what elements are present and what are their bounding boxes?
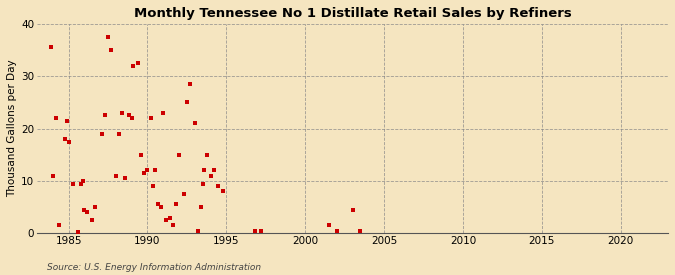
Point xyxy=(164,215,175,220)
Point xyxy=(97,132,107,136)
Point xyxy=(142,168,153,173)
Point xyxy=(111,174,122,178)
Point xyxy=(158,111,169,115)
Point xyxy=(46,45,57,50)
Point xyxy=(213,184,224,188)
Point xyxy=(126,116,137,120)
Point xyxy=(136,153,146,157)
Point xyxy=(113,132,124,136)
Text: Source: U.S. Energy Information Administration: Source: U.S. Energy Information Administ… xyxy=(47,263,261,272)
Point xyxy=(87,218,98,222)
Point xyxy=(51,116,61,120)
Point xyxy=(196,205,207,209)
Point xyxy=(79,208,90,212)
Point xyxy=(185,82,196,86)
Point xyxy=(76,181,86,186)
Point xyxy=(63,139,74,144)
Point xyxy=(182,100,192,104)
Title: Monthly Tennessee No 1 Distillate Retail Sales by Refiners: Monthly Tennessee No 1 Distillate Retail… xyxy=(134,7,572,20)
Y-axis label: Thousand Gallons per Day: Thousand Gallons per Day xyxy=(7,60,17,197)
Point xyxy=(218,189,229,194)
Point xyxy=(249,229,260,233)
Point xyxy=(145,116,156,120)
Point xyxy=(155,205,166,209)
Point xyxy=(323,223,334,228)
Point xyxy=(347,208,358,212)
Point xyxy=(120,176,131,180)
Point xyxy=(73,230,84,234)
Point xyxy=(78,179,88,183)
Point xyxy=(173,153,184,157)
Point xyxy=(167,223,178,228)
Point xyxy=(161,218,171,222)
Point xyxy=(331,229,342,233)
Point xyxy=(139,171,150,175)
Point xyxy=(199,168,210,173)
Point xyxy=(60,137,71,141)
Point xyxy=(209,168,219,173)
Point xyxy=(61,119,72,123)
Point xyxy=(205,174,216,178)
Point xyxy=(90,205,101,209)
Point xyxy=(202,153,213,157)
Point xyxy=(47,174,58,178)
Point xyxy=(192,229,203,233)
Point xyxy=(153,202,164,207)
Point xyxy=(103,35,113,39)
Point xyxy=(82,210,93,214)
Point xyxy=(106,48,117,52)
Point xyxy=(178,192,189,196)
Point xyxy=(54,223,65,228)
Point xyxy=(197,181,208,186)
Point xyxy=(68,181,79,186)
Point xyxy=(355,229,366,233)
Point xyxy=(190,121,200,126)
Point xyxy=(256,229,267,233)
Point xyxy=(99,113,110,118)
Point xyxy=(123,113,134,118)
Point xyxy=(117,111,128,115)
Point xyxy=(132,61,143,65)
Point xyxy=(150,168,161,173)
Point xyxy=(148,184,159,188)
Point xyxy=(171,202,182,207)
Point xyxy=(128,64,138,68)
